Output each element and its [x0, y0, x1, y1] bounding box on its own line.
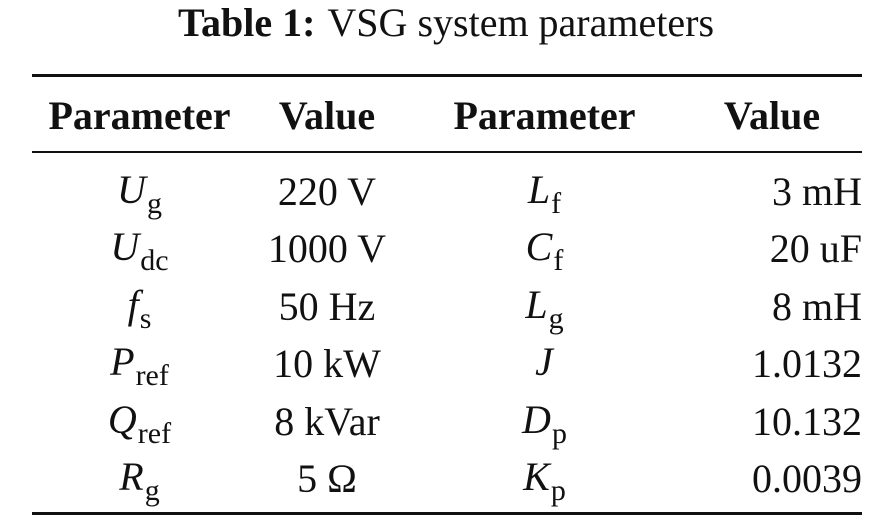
value-cell: 50 Hz: [278, 283, 376, 329]
value-cell: 10 kW: [273, 341, 381, 387]
parameter-cell: Lg: [525, 281, 564, 335]
header-value-2: Value: [723, 93, 821, 138]
parameter-cell: Cf: [525, 224, 564, 278]
table-row: Qref 8 kVar Dp 10.132: [32, 393, 870, 451]
parameter-cell: fs: [127, 281, 152, 335]
header-row: Parameter Value Parameter Value: [32, 88, 862, 144]
parameter-cell: Dp: [522, 396, 567, 450]
table-row: fs 50 Hz Lg 8 mH: [32, 278, 870, 336]
parameter-cell: J: [535, 339, 553, 385]
table-row: Rg 5 Ω Kp 0.0039: [32, 451, 870, 509]
parameter-table: Ug 220 V Lf 3 mH Udc 1000 V Cf 20 uF fs …: [32, 163, 870, 508]
header-parameter-2: Parameter: [453, 93, 636, 138]
parameter-cell: Rg: [119, 454, 160, 508]
table-row: Udc 1000 V Cf 20 uF: [32, 221, 870, 279]
value-cell: 0.0039: [752, 456, 862, 502]
parameter-cell: Udc: [110, 224, 169, 278]
value-cell: 220 V: [277, 168, 377, 214]
bottom-rule: [32, 512, 862, 515]
value-cell: 5 Ω: [297, 456, 357, 502]
caption-label: Table 1:: [177, 0, 316, 45]
caption-text: VSG system parameters: [327, 0, 715, 45]
header-parameter-1: Parameter: [48, 93, 231, 138]
parameter-cell: Kp: [523, 454, 566, 508]
table-row: Ug 220 V Lf 3 mH: [32, 163, 870, 221]
top-rule: [32, 74, 862, 77]
table-row: Pref 10 kW J 1.0132: [32, 336, 870, 394]
value-cell: 20 uF: [769, 226, 862, 272]
value-cell: 8 kVar: [274, 398, 380, 444]
value-cell: 1.0132: [752, 341, 862, 387]
parameter-cell: Qref: [107, 396, 172, 450]
header-rule: [32, 151, 862, 153]
parameter-cell: Pref: [110, 339, 169, 393]
parameter-cell: Ug: [117, 166, 162, 220]
parameter-cell: Lf: [527, 166, 562, 220]
table-caption: Table 1: VSG system parameters: [0, 0, 892, 62]
table-header: Parameter Value Parameter Value: [32, 88, 862, 144]
value-cell: 10.132: [752, 398, 862, 444]
value-cell: 8 mH: [772, 283, 862, 329]
value-cell: 1000 V: [267, 226, 387, 272]
value-cell: 3 mH: [772, 168, 862, 214]
header-value-1: Value: [278, 93, 376, 138]
